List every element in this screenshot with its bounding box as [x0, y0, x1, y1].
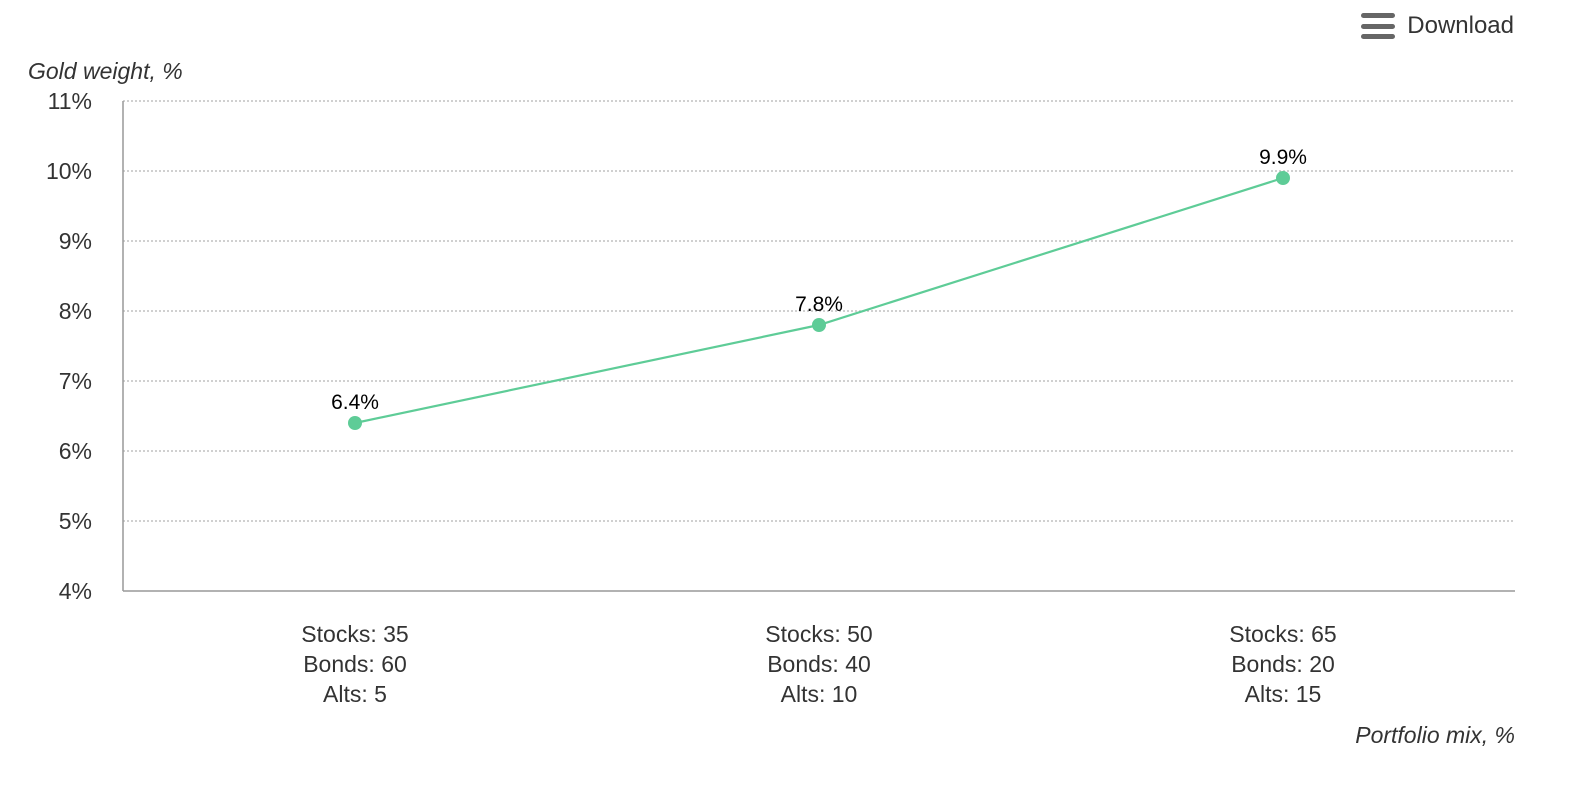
y-tick-label: 8% [59, 298, 92, 324]
x-tick-label-line: Alts: 5 [323, 681, 387, 707]
x-tick-label-line: Bonds: 20 [1231, 651, 1335, 677]
y-tick-label: 10% [46, 158, 92, 184]
data-label: 9.9% [1259, 146, 1307, 169]
data-point [1276, 171, 1290, 185]
x-tick-label-line: Alts: 10 [781, 681, 858, 707]
y-axis-title: Gold weight, % [28, 58, 183, 84]
x-tick-label-line: Stocks: 35 [301, 621, 408, 647]
data-label: 7.8% [795, 293, 843, 316]
y-tick-label: 5% [59, 508, 92, 534]
hamburger-menu-icon [1361, 13, 1396, 39]
data-label: 6.4% [331, 391, 379, 414]
x-tick-label-line: Stocks: 50 [765, 621, 872, 647]
x-tick-label-line: Bonds: 60 [303, 651, 407, 677]
x-tick-label: Stocks: 35 Bonds: 60 Alts: 5 [301, 621, 408, 707]
y-tick-label: 11% [48, 88, 92, 114]
x-tick-label-line: Alts: 15 [1245, 681, 1322, 707]
x-axis-title: Portfolio mix, % [1355, 722, 1515, 748]
x-tick-label-line: Stocks: 65 [1229, 621, 1336, 647]
y-tick-label: 4% [59, 578, 92, 604]
data-point [348, 416, 362, 430]
x-tick-label-line: Bonds: 40 [767, 651, 871, 677]
y-tick-label: 7% [59, 368, 92, 394]
y-tick-label: 6% [59, 438, 92, 464]
data-point [812, 318, 826, 332]
download-button[interactable]: Download [1361, 8, 1514, 44]
download-label: Download [1407, 12, 1514, 39]
x-tick-label: Stocks: 50 Bonds: 40 Alts: 10 [765, 621, 872, 707]
y-tick-label: 9% [59, 228, 92, 254]
x-tick-label: Stocks: 65 Bonds: 20 Alts: 15 [1229, 621, 1336, 707]
